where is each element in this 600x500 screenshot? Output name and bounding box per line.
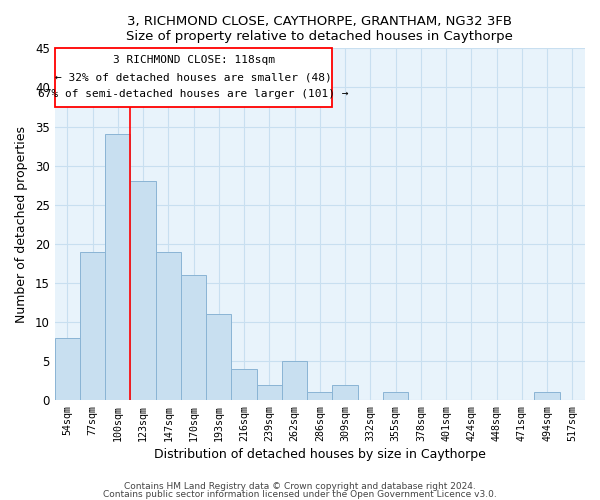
Bar bbox=[535, 392, 560, 400]
Bar bbox=[232, 369, 257, 400]
Text: Contains public sector information licensed under the Open Government Licence v3: Contains public sector information licen… bbox=[103, 490, 497, 499]
Text: 67% of semi-detached houses are larger (101) →: 67% of semi-detached houses are larger (… bbox=[38, 88, 349, 99]
Bar bbox=[257, 384, 282, 400]
Text: Contains HM Land Registry data © Crown copyright and database right 2024.: Contains HM Land Registry data © Crown c… bbox=[124, 482, 476, 491]
Bar bbox=[206, 314, 232, 400]
Y-axis label: Number of detached properties: Number of detached properties bbox=[15, 126, 28, 323]
Bar bbox=[105, 134, 130, 400]
Bar bbox=[55, 338, 80, 400]
Text: ← 32% of detached houses are smaller (48): ← 32% of detached houses are smaller (48… bbox=[55, 72, 332, 83]
Bar bbox=[307, 392, 332, 400]
Bar bbox=[130, 182, 155, 400]
Text: 3 RICHMOND CLOSE: 118sqm: 3 RICHMOND CLOSE: 118sqm bbox=[113, 55, 275, 65]
Bar bbox=[332, 384, 358, 400]
Title: 3, RICHMOND CLOSE, CAYTHORPE, GRANTHAM, NG32 3FB
Size of property relative to de: 3, RICHMOND CLOSE, CAYTHORPE, GRANTHAM, … bbox=[127, 15, 513, 43]
Bar bbox=[383, 392, 408, 400]
Bar bbox=[181, 275, 206, 400]
Bar bbox=[80, 252, 105, 400]
Bar bbox=[155, 252, 181, 400]
Bar bbox=[282, 361, 307, 400]
Bar bbox=[55, 48, 332, 107]
X-axis label: Distribution of detached houses by size in Caythorpe: Distribution of detached houses by size … bbox=[154, 448, 486, 461]
